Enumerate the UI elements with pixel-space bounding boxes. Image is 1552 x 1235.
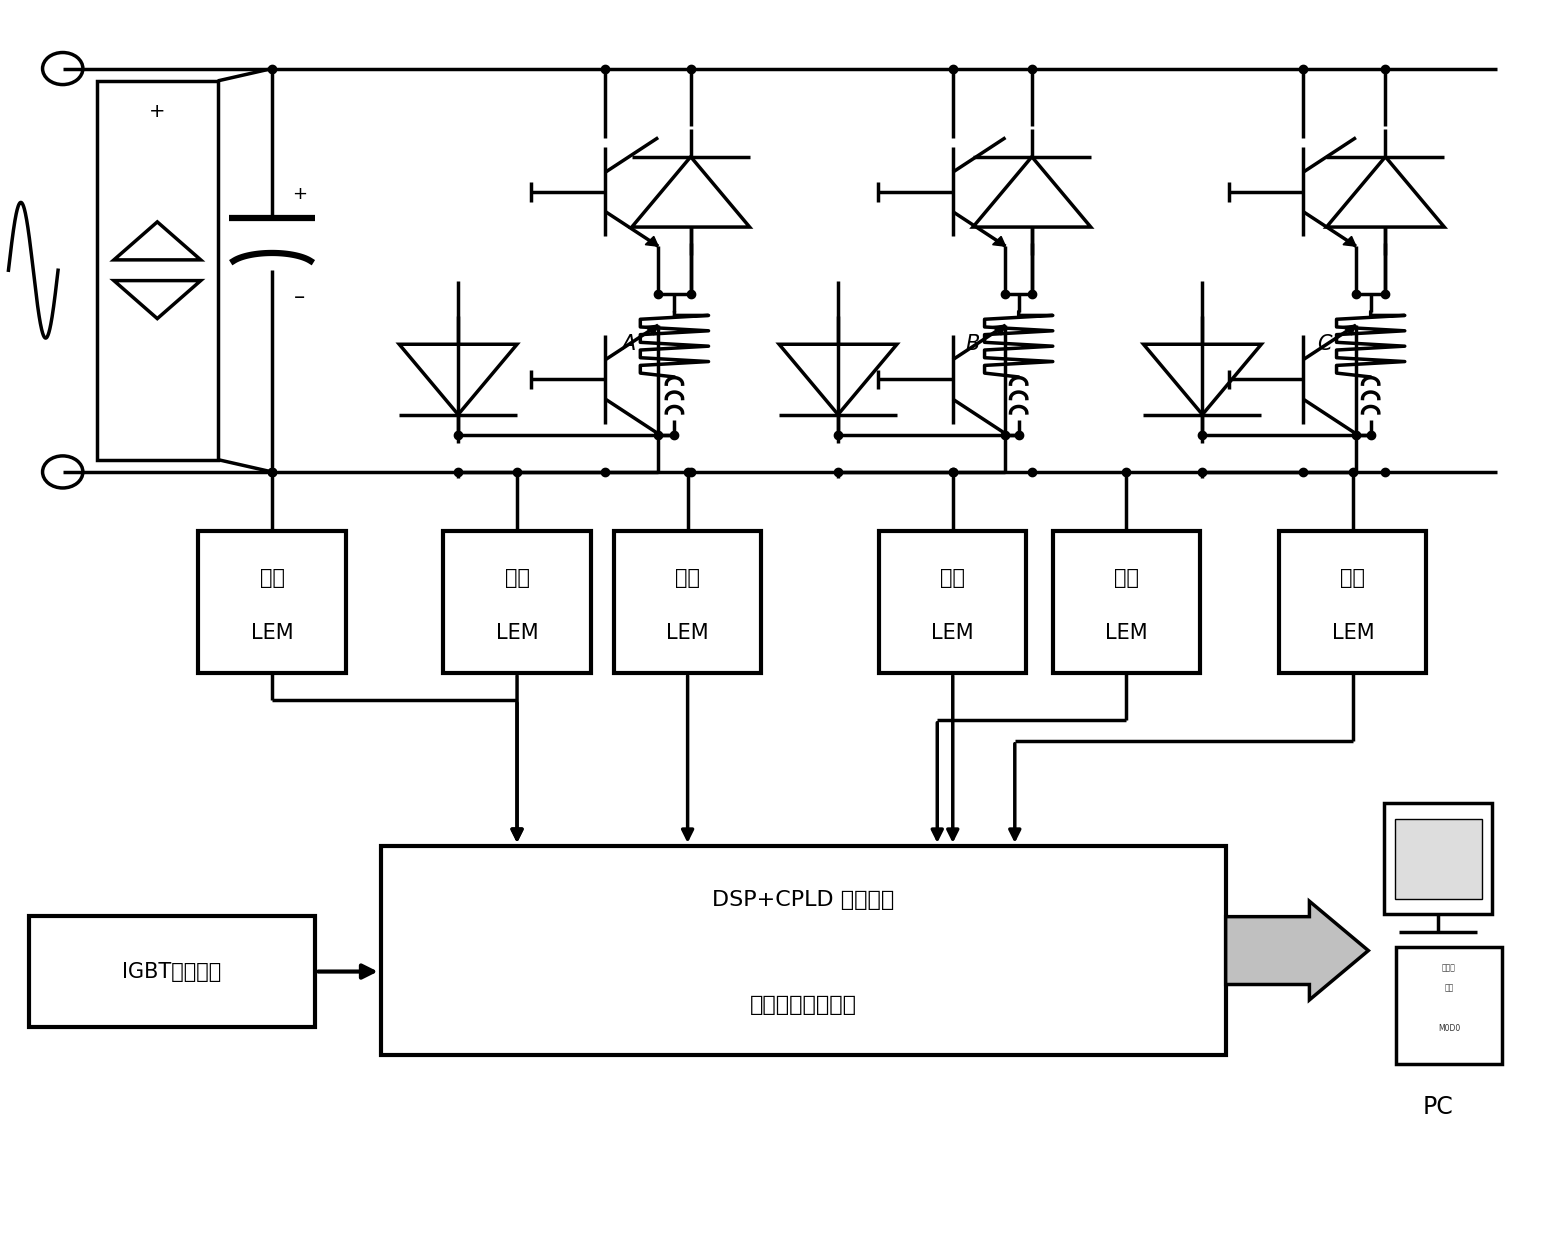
FancyArrow shape [1226, 902, 1369, 1000]
Text: B: B [965, 335, 979, 354]
Text: LEM: LEM [931, 624, 975, 643]
Text: +: + [149, 103, 166, 121]
Polygon shape [1342, 236, 1356, 246]
Bar [615, 531, 762, 673]
Bar [444, 531, 591, 673]
Text: 电压: 电压 [1341, 568, 1366, 588]
Polygon shape [646, 325, 658, 335]
Bar [1397, 947, 1502, 1065]
Text: LEM: LEM [251, 624, 293, 643]
Text: M0D0: M0D0 [1437, 1024, 1460, 1034]
Text: 文件名: 文件名 [1442, 963, 1456, 972]
Text: 电流: 电流 [504, 568, 529, 588]
Text: +: + [292, 185, 307, 203]
Text: 电压: 电压 [941, 568, 965, 588]
Bar [1384, 803, 1493, 914]
Bar [1395, 819, 1482, 899]
Text: IGBT驱动信号: IGBT驱动信号 [123, 962, 222, 982]
Text: A: A [621, 335, 635, 354]
Text: DSP+CPLD 控制系统: DSP+CPLD 控制系统 [712, 890, 894, 910]
Bar [96, 80, 217, 459]
Text: 无位置传感器算法: 无位置传感器算法 [750, 995, 857, 1015]
Text: 电流: 电流 [675, 568, 700, 588]
Text: 电流: 电流 [1114, 568, 1139, 588]
Bar [199, 531, 346, 673]
Text: LEM: LEM [1105, 624, 1148, 643]
Text: 时间: 时间 [1445, 983, 1454, 993]
Bar [1052, 531, 1200, 673]
Polygon shape [646, 236, 658, 246]
Bar [878, 531, 1026, 673]
Text: PC: PC [1423, 1095, 1454, 1119]
Polygon shape [1342, 325, 1356, 335]
Text: LEM: LEM [495, 624, 539, 643]
Polygon shape [993, 236, 1006, 246]
Polygon shape [993, 325, 1006, 335]
Bar [28, 916, 315, 1028]
Text: C: C [1316, 335, 1332, 354]
Text: LEM: LEM [666, 624, 709, 643]
Bar [1279, 531, 1426, 673]
Text: LEM: LEM [1332, 624, 1374, 643]
Text: –: – [295, 288, 306, 308]
Text: 电压: 电压 [259, 568, 284, 588]
Bar [380, 846, 1226, 1056]
